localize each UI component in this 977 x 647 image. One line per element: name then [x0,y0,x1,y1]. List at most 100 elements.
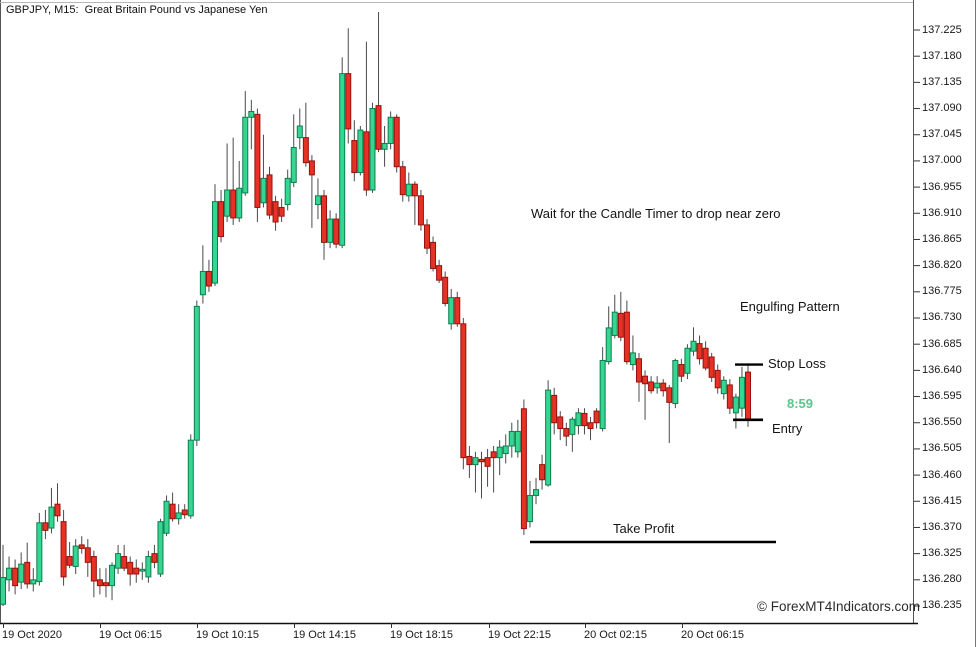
candle-bullish [115,553,122,569]
candle-bearish [520,408,527,530]
candle-bullish [242,116,249,194]
candle-bullish [381,142,388,150]
candle-bullish [502,445,509,455]
price-axis-label: 137.090 [922,102,962,115]
candle-bullish [472,457,479,466]
price-axis-label: 137.045 [922,128,962,141]
annotation-wait-for-timer: Wait for the Candle Timer to drop near z… [531,206,781,221]
candle-bullish [248,110,255,118]
take-profit-label: Take Profit [613,521,675,536]
candle-bullish [672,359,679,405]
candle-bullish [514,430,521,453]
candle-bullish [211,201,218,284]
candle-bullish [36,522,43,583]
price-axis-label: 136.280 [922,573,962,586]
candle-bullish [405,183,412,197]
candle-bearish [230,189,237,219]
candle-bullish [284,177,291,206]
candle-bearish [563,428,570,437]
candle-bearish [454,297,461,325]
candle-bullish [139,568,146,572]
price-axis-label: 136.235 [922,599,962,612]
candle-bearish [60,521,67,578]
candle-bullish [6,567,13,581]
candle-bearish [266,174,273,216]
candle-bullish [18,563,25,583]
candle-bearish [678,364,685,377]
candle-bearish [54,503,61,517]
candle-bearish [272,201,279,223]
candle-bearish [666,387,673,403]
candle-bullish [599,359,606,430]
candle-bearish [442,276,449,304]
candle-bullish [605,327,612,363]
candle-bearish [430,241,437,270]
candle-bearish [345,73,352,130]
time-axis-label: 19 Oct 18:15 [390,629,453,641]
candle-bearish [24,561,31,585]
candle-bearish [363,131,370,191]
time-axis-label: 20 Oct 02:15 [584,629,647,641]
time-axis-label: 19 Oct 22:15 [488,629,551,641]
price-axis-label: 136.820 [922,259,962,272]
candle-bearish [84,547,91,563]
candle-bearish [484,457,491,467]
candle-bearish [539,464,546,481]
candle-bullish [569,418,576,435]
price-axis-label: 137.225 [922,23,962,36]
price-axis-label: 136.910 [922,206,962,219]
candle-bearish [393,116,400,168]
candle-bullish [163,500,170,534]
entry-label: Entry [772,421,803,436]
price-axis-label: 137.000 [922,154,962,167]
candle-bearish [78,544,85,549]
candle-bullish [339,73,346,246]
candle-bearish [127,561,134,575]
candle-bearish [351,140,358,174]
watermark-forexmt4indicators: © ForexMT4Indicators.com [757,599,920,614]
annotation-engulfing-pattern: Engulfing Pattern [740,299,840,314]
candle-bullish [611,311,618,336]
price-axis-label: 136.685 [922,337,962,350]
candle-bearish [417,195,424,226]
price-axis-label: 136.415 [922,494,962,507]
candle-bullish [290,147,297,183]
candle-bullish [236,187,243,219]
price-axis-label: 136.505 [922,442,962,455]
price-axis-label: 136.460 [922,468,962,481]
candle-bearish [714,369,721,389]
candle-bullish [575,412,582,427]
price-axis-label: 136.955 [922,180,962,193]
candle-bullish [690,340,697,352]
time-axis-label: 19 Oct 10:15 [196,629,259,641]
candle-bearish [151,553,158,563]
candle-bearish [205,270,212,287]
candle-timer-countdown: 8:59 [787,396,814,411]
stop-loss-label: Stop Loss [768,356,826,371]
candle-bearish [490,451,497,459]
candle-bearish [436,265,443,281]
candle-bullish [387,116,394,144]
candle-bullish [629,352,636,366]
candle-bearish [466,455,473,466]
candle-bearish [218,201,225,238]
candle-bearish [557,416,564,430]
candle-bullish [508,430,515,447]
candle-bearish [551,394,558,424]
candle-bullish [187,439,194,517]
candle-bullish [327,218,334,243]
candle-bullish [30,579,37,585]
candle-bullish [296,125,303,139]
price-axis-label: 136.640 [922,363,962,376]
price-axis-label: 136.730 [922,311,962,324]
candle-bullish [193,305,200,441]
price-axis-label: 137.180 [922,49,962,62]
candle-bullish [526,494,533,523]
price-axis-label: 136.775 [922,285,962,298]
time-axis-label: 19 Oct 06:15 [99,629,162,641]
candle-bearish [375,105,382,150]
candle-bearish [90,556,97,582]
candle-bearish [96,579,103,587]
candle-bullish [654,382,661,389]
